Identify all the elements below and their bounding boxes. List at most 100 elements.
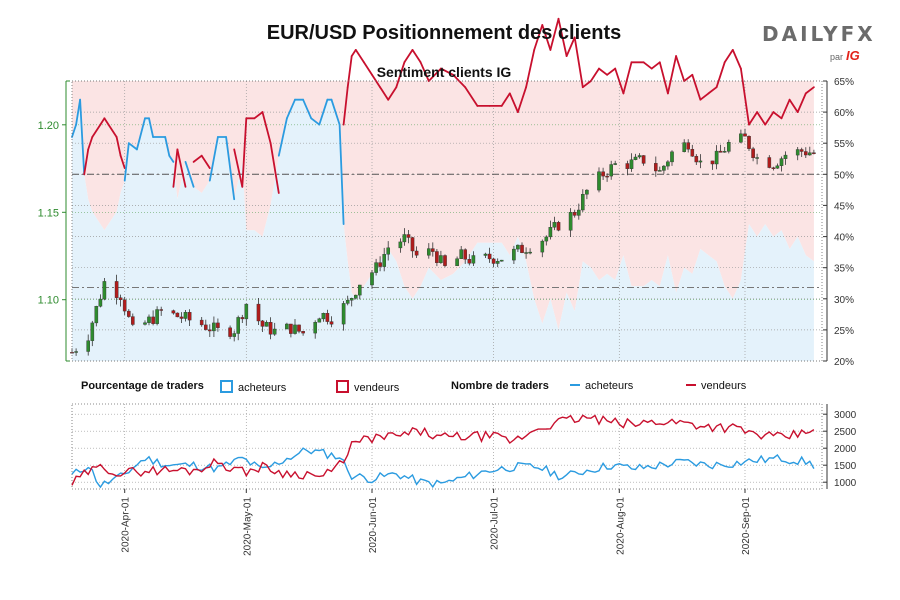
logo-subline: par IG	[830, 48, 860, 63]
candle-down	[641, 155, 646, 164]
candle-down	[301, 331, 305, 334]
sellers-pct-segment	[379, 86, 390, 101]
date-tick-label: 2020-Apr-01	[121, 497, 132, 553]
candle-up	[358, 284, 362, 296]
buyers-pct-segment	[302, 98, 313, 120]
buyers-pct-segment	[338, 123, 345, 226]
candle-down	[325, 313, 330, 322]
chart-title: EUR/USD Positionnement des clients	[266, 22, 622, 44]
sellers-pct-segment	[715, 61, 726, 89]
sellers-pct-segment	[772, 111, 783, 120]
price-tick-label: 1.10	[38, 295, 59, 307]
candle-down	[268, 322, 273, 335]
candle-up	[662, 165, 666, 171]
sellers-count-line	[71, 414, 815, 486]
buyers-pct-segment	[184, 160, 195, 188]
candle-down	[406, 234, 411, 238]
candle-up	[670, 151, 674, 163]
candle-down	[207, 329, 212, 332]
sellers-fill-area	[72, 81, 814, 330]
candle-up	[386, 247, 391, 255]
candle-down	[240, 317, 245, 320]
candle-up	[98, 298, 103, 307]
candle-down	[435, 251, 439, 264]
candle-up	[313, 322, 318, 334]
trader-count-layer: 1000 1500 2000 2500 3000 2020-Apr-01 2020-May-…	[71, 403, 857, 556]
sellers-pct-segment	[346, 55, 353, 89]
candle-up	[585, 189, 589, 195]
sellers-pct-segment	[557, 17, 568, 57]
sellers-pct-segment	[464, 86, 479, 107]
candle-down	[179, 316, 184, 319]
legend-count-sellers-label: vendeurs	[701, 380, 747, 392]
sentiment-fill-layer	[72, 81, 814, 361]
candle-down	[463, 249, 468, 260]
buyers-box-swatch	[220, 380, 233, 393]
sellers-pct-segment	[403, 49, 414, 64]
buyers-pct-segment	[164, 136, 171, 157]
candle-up	[808, 152, 812, 156]
sellers-pct-segment	[707, 86, 718, 95]
buyers-pct-segment	[79, 98, 86, 176]
pct-tick-label: 25%	[834, 326, 854, 337]
buyers-line-swatch	[570, 384, 580, 386]
legend: Pourcentage de traders acheteurs vendeur…	[78, 380, 818, 396]
ig-logo: IG	[846, 48, 860, 63]
sellers-pct-segment	[691, 73, 702, 101]
candle-down	[114, 281, 119, 298]
sellers-pct-segment	[362, 61, 373, 76]
buyers-pct-segment	[71, 123, 77, 138]
sellers-pct-segment	[565, 36, 576, 57]
candle-down	[203, 324, 208, 330]
logo-by: par	[830, 52, 844, 62]
sellers-pct-segment	[107, 123, 118, 138]
candle-down	[572, 211, 577, 216]
candle-up	[354, 294, 358, 299]
candle-up	[548, 227, 553, 238]
candle-up	[540, 240, 545, 253]
candle-up	[183, 312, 188, 319]
candle-down	[718, 150, 723, 153]
candle-up	[285, 323, 289, 330]
sellers-pct-segment	[756, 111, 767, 126]
candle-up	[455, 258, 459, 267]
candle-down	[159, 309, 164, 311]
pct-tick-label: 45%	[834, 201, 854, 212]
candle-down	[751, 148, 755, 158]
sellers-pct-segment	[731, 49, 742, 70]
candle-up	[439, 255, 443, 264]
candle-down	[487, 253, 492, 260]
candle-down	[520, 244, 524, 254]
candles-layer	[70, 128, 816, 356]
count-tick-label: 2000	[834, 444, 857, 455]
candle-down	[654, 163, 658, 172]
pct-tick-label: 30%	[834, 295, 854, 306]
sellers-pct-segment	[788, 98, 799, 113]
candle-up	[633, 156, 638, 160]
candle-down	[556, 222, 561, 231]
sellers-pct-segment	[233, 148, 244, 188]
sellers-pct-segment	[371, 73, 382, 89]
candle-up	[398, 241, 403, 249]
candle-down	[686, 142, 690, 150]
sellers-pct-segment	[500, 92, 511, 107]
candle-up	[374, 262, 378, 273]
count-tick-label: 3000	[834, 410, 857, 421]
price-tick-label: 1.15	[38, 207, 59, 219]
candle-up	[516, 244, 520, 250]
sellers-pct-segment	[176, 148, 187, 188]
sellers-pct-segment	[427, 67, 442, 82]
buyers-pct-segment	[127, 142, 138, 151]
candle-up	[795, 149, 800, 156]
candle-down	[694, 155, 699, 163]
candle-up	[755, 157, 759, 159]
sellers-pct-segment	[549, 17, 560, 51]
buyers-pct-segment	[168, 154, 175, 163]
legend-count-buyers: acheteurs	[570, 380, 633, 392]
sellers-pct-segment	[342, 86, 349, 126]
candle-down	[743, 133, 747, 137]
candle-down	[199, 319, 204, 326]
candle-down	[126, 310, 131, 317]
candle-up	[94, 306, 99, 324]
pct-tick-label: 40%	[834, 233, 854, 244]
